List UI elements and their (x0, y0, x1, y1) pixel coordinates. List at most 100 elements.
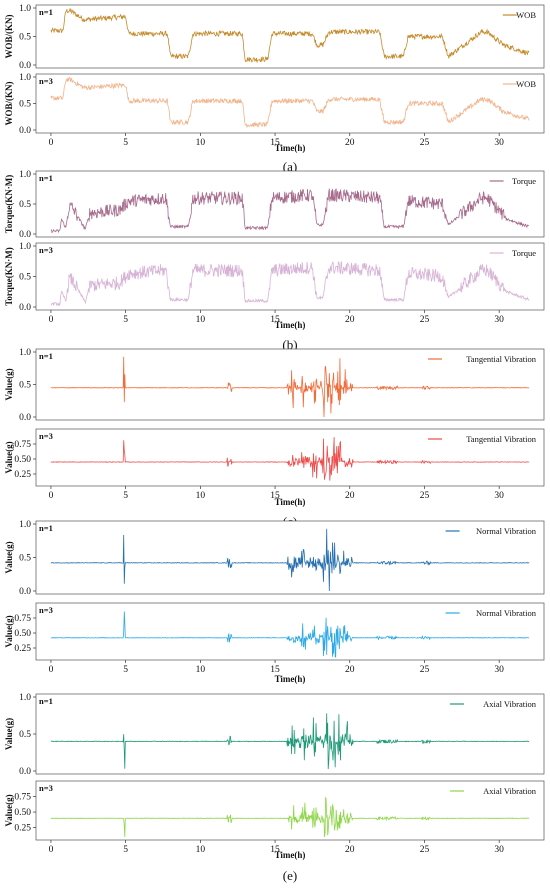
y-tick-label: 0.0 (19, 767, 31, 777)
panel-tag: n=3 (39, 245, 53, 255)
panel-tag: n=1 (39, 523, 53, 533)
y-tick-label: 0.25 (14, 470, 31, 480)
series-line (50, 8, 530, 64)
x-tick-label: 30 (494, 138, 504, 148)
plot-frame (35, 520, 545, 595)
series-line (50, 528, 530, 592)
y-tick-label: 0.75 (14, 614, 31, 624)
y-axis-label: Value(g) (4, 541, 14, 573)
y-tick-label: 0.0 (19, 587, 31, 597)
x-tick-label: 0 (49, 138, 54, 148)
y-tick-label: 0.5 (19, 33, 31, 43)
plot-frame (35, 693, 545, 775)
y-tick-label: 1.0 (19, 170, 31, 180)
x-tick-label: 15 (270, 138, 280, 148)
chart-panel: 0.0 0.5 1.0 n=1 Torque Torque(KN·M) (4, 170, 545, 240)
figure-caption: (b) (282, 337, 297, 352)
panel-tag: n=1 (39, 173, 53, 183)
chart-panel: 0.0 0.5 1.0 n=1 WOB WOB/(KN) (4, 4, 545, 71)
y-tick-label: 1.0 (19, 693, 31, 703)
panel-tag: n=1 (39, 696, 53, 706)
x-tick-label: 15 (270, 315, 280, 325)
x-tick-label: 15 (270, 845, 280, 855)
x-tick-label: 10 (196, 845, 206, 855)
panel-tag: n=3 (39, 431, 53, 441)
x-axis-label: Time(h) (275, 143, 306, 153)
plot-frame (35, 602, 545, 661)
series-line (50, 797, 530, 838)
x-tick-label: 5 (123, 491, 128, 501)
y-tick-label: 0.50 (14, 455, 31, 465)
x-tick-label: 20 (345, 665, 355, 675)
series-line (50, 611, 530, 658)
y-axis-label: Value(g) (4, 718, 14, 750)
panel-tag: n=3 (39, 783, 53, 793)
y-tick-label: 0.5 (19, 730, 31, 740)
figure-caption: (e) (283, 868, 297, 883)
y-tick-label: 0.5 (19, 554, 31, 564)
x-tick-label: 15 (270, 665, 280, 675)
y-tick-label: 0.5 (19, 273, 31, 283)
series-line (50, 76, 530, 129)
y-tick-label: 0.50 (14, 808, 31, 818)
legend-label: Normal Vibration (476, 608, 537, 618)
chart-panel: 0.0 0.5 1.0 n=1 Normal Vibration Value(g) (4, 520, 545, 597)
chart-panel: 0.25 0.50 0.75 0 5 10 15 20 25 30 n=3 Axial Vibrati… (4, 780, 545, 855)
x-tick-label: 20 (345, 491, 355, 501)
panel-tag: n=1 (39, 7, 53, 17)
legend-label: Tangential Vibration (466, 434, 537, 444)
figure-group: 0.00.51.0 n=1 Axial VibrationValue(g)0.250… (4, 693, 545, 883)
plot-frame (35, 242, 545, 311)
panel-tag: n=1 (39, 351, 53, 361)
x-tick-label: 25 (420, 845, 430, 855)
plot-frame (35, 170, 545, 238)
legend-label: WOB (516, 10, 536, 20)
figure-caption: (a) (283, 159, 297, 174)
chart-panel: 0.0 0.5 1.0 0 5 10 15 20 25 30 n=3 WOB WOB/(KN) (4, 73, 545, 148)
y-tick-label: 0.0 (19, 61, 31, 71)
figure-group: 0.0 0.5 1.0 n=1 WOB WOB/(KN) 0.0 0.5 1.0 0 5 10 15 20… (4, 4, 545, 174)
plot-frame (35, 4, 545, 69)
y-tick-label: 1.0 (19, 73, 31, 83)
y-tick-label: 1.0 (19, 348, 31, 358)
x-tick-label: 5 (123, 845, 128, 855)
x-tick-label: 30 (494, 491, 504, 501)
legend-label: Tangential Vibration (466, 354, 537, 364)
y-axis-label: WOB/(KN) (4, 14, 14, 58)
x-tick-label: 5 (123, 138, 128, 148)
chart-panel: 0.25 0.50 0.75 0 5 10 15 20 25 30 n=3 Normal Vibrat… (4, 602, 545, 675)
legend-label: Axial Vibration (483, 699, 537, 709)
y-axis-label: Torque(KN·M) (4, 175, 14, 234)
y-tick-label: 0.50 (14, 629, 31, 639)
y-tick-label: 1.0 (19, 242, 31, 252)
x-tick-label: 15 (270, 491, 280, 501)
x-tick-label: 5 (123, 315, 128, 325)
y-tick-label: 0.0 (19, 303, 31, 313)
series-line (50, 713, 530, 770)
figure-group: 0.0 0.5 1.0 n=1 Tangential Vibration Value(g)… (4, 348, 545, 529)
series-line (50, 188, 530, 234)
y-axis-label: Value(g) (4, 794, 14, 826)
legend-label: Torque (512, 248, 536, 258)
y-axis-label: WOB/(KN) (4, 81, 14, 125)
y-tick-label: 0.5 (19, 381, 31, 391)
x-axis-label: Time(h) (275, 320, 306, 330)
chart-panel: 0.0 0.5 1.0 0 5 10 15 20 25 30 n=3 Torque Torque(KN·… (4, 242, 545, 325)
y-tick-label: 0.5 (19, 200, 31, 210)
x-tick-label: 10 (196, 315, 206, 325)
chart-panel: 0.0 0.5 1.0 n=1 Axial Vibration Value(g) (4, 693, 545, 777)
x-tick-label: 0 (49, 491, 54, 501)
plot-frame (35, 348, 545, 421)
x-tick-label: 25 (420, 491, 430, 501)
x-tick-label: 10 (196, 665, 206, 675)
x-tick-label: 30 (494, 665, 504, 675)
y-tick-label: 0.75 (14, 792, 31, 802)
x-axis-label: Time(h) (275, 850, 306, 860)
x-tick-label: 25 (420, 315, 430, 325)
x-tick-label: 25 (420, 665, 430, 675)
plot-frame (35, 73, 545, 134)
series-line (50, 261, 530, 307)
x-tick-label: 30 (494, 315, 504, 325)
x-axis-label: Time(h) (275, 674, 306, 684)
